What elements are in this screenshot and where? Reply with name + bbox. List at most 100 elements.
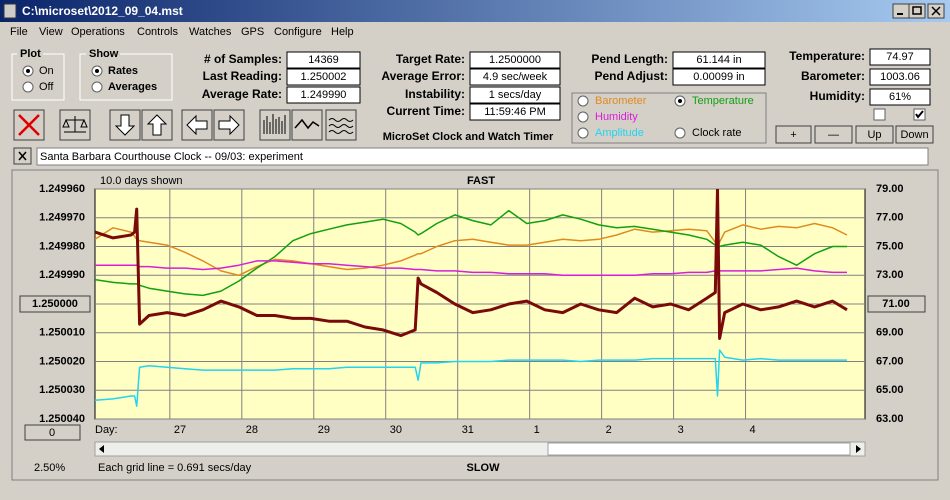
field-value: 0.00099 in	[693, 71, 744, 83]
field-box	[672, 68, 766, 86]
y-tick-label: 1.249970	[39, 212, 85, 224]
window-title: C:\microset\2012_09_04.mst	[22, 4, 183, 18]
x-tick-label: 31	[462, 424, 474, 436]
note-text: Santa Barbara Courthouse Clock -- 09/03:…	[40, 151, 303, 163]
y2-tick-box[interactable]	[867, 295, 926, 313]
button-label: Down	[900, 129, 928, 141]
menu-item[interactable]: View	[39, 26, 63, 38]
button-label: Up	[867, 129, 881, 141]
y2-tick-label: 65.00	[876, 384, 904, 396]
field-label: Last Reading:	[203, 69, 282, 83]
maximize[interactable]	[908, 3, 926, 19]
series-label: Temperature	[692, 95, 754, 107]
field-box	[286, 86, 361, 104]
menu-item[interactable]: Operations	[71, 26, 125, 38]
menu-item[interactable]: GPS	[241, 26, 264, 38]
series-line	[95, 189, 848, 340]
button[interactable]	[814, 125, 853, 144]
window-controls[interactable]	[892, 3, 945, 19]
field-label: Average Rate:	[202, 87, 282, 101]
field-box	[469, 103, 561, 121]
x-tick-label: 30	[390, 424, 402, 436]
x-tick-label: 1	[534, 424, 540, 436]
field-label: Pend Adjust:	[594, 69, 668, 83]
radio-label: On	[39, 65, 54, 77]
scroll-thumb[interactable]	[547, 442, 851, 456]
series-radio[interactable]	[577, 111, 589, 123]
field-value: 61.144 in	[696, 54, 741, 66]
button[interactable]	[895, 125, 934, 144]
field-box	[869, 68, 931, 86]
days-shown: 10.0 days shown	[100, 175, 183, 187]
offset-box[interactable]	[24, 424, 81, 441]
series-label: Barometer	[595, 95, 647, 107]
y2-tick-label: 71.00	[882, 298, 910, 310]
y-tick-label: 1.250030	[39, 384, 85, 396]
y-tick-box[interactable]	[19, 295, 91, 313]
plot-group	[11, 53, 65, 101]
day-label: Day:	[95, 424, 118, 436]
menu-item[interactable]: Configure	[274, 26, 322, 38]
series-selector	[571, 92, 767, 144]
button-label: +	[790, 129, 796, 141]
field-label: Barometer:	[801, 69, 865, 83]
field-label: Current Time:	[387, 104, 465, 118]
radio-dot	[95, 69, 99, 73]
radio[interactable]	[22, 81, 34, 93]
series-radio[interactable]	[674, 127, 686, 139]
field-box	[672, 51, 766, 69]
x-tick-label: 29	[318, 424, 330, 436]
series-lines	[95, 189, 848, 407]
minimize[interactable]	[892, 3, 910, 19]
field-value: 11:59:46 PM	[484, 106, 546, 118]
series-radio-dot	[678, 99, 682, 103]
field-value: 4.9 sec/week	[483, 71, 548, 83]
y2-tick-label: 75.00	[876, 240, 904, 252]
scale-note: 2.50%	[34, 462, 65, 474]
x-tick-label: 27	[174, 424, 186, 436]
button[interactable]	[775, 125, 812, 144]
menu-item[interactable]: Help	[331, 26, 354, 38]
series-label: Clock rate	[692, 127, 742, 139]
field-label: Humidity:	[810, 89, 865, 103]
y-tick-label: 1.250020	[39, 355, 85, 367]
y2-tick-label: 69.00	[876, 327, 904, 339]
series-radio[interactable]	[577, 95, 589, 107]
top-label: FAST	[467, 175, 495, 187]
field-value: 1.249990	[301, 89, 347, 101]
offset-value: 0	[49, 427, 55, 439]
menu-bar: File View Operations Controls Watches GPS Conf…	[10, 26, 354, 38]
y2-tick-label: 79.00	[876, 183, 904, 195]
menu-item[interactable]: File	[10, 26, 28, 38]
series-label: Humidity	[595, 111, 638, 123]
x-tick-label: 28	[246, 424, 258, 436]
y-tick-label: 1.250040	[39, 413, 85, 425]
menu-item[interactable]: Watches	[189, 26, 232, 38]
field-value: 1 secs/day	[489, 89, 542, 101]
y-tick-label: 1.250010	[39, 327, 85, 339]
button[interactable]	[855, 125, 894, 144]
field-box	[286, 68, 361, 86]
menu-item[interactable]: Controls	[137, 26, 178, 38]
checkbox[interactable]	[873, 108, 886, 121]
radio-label: Rates	[108, 65, 138, 77]
group-title: Plot	[20, 48, 41, 60]
note-field[interactable]	[36, 147, 929, 166]
radio[interactable]	[91, 81, 103, 93]
radio-label: Averages	[108, 81, 157, 93]
balance-button[interactable]	[59, 109, 91, 141]
field-label: Temperature:	[789, 49, 865, 63]
field-box	[869, 48, 931, 66]
group-title-bg	[86, 48, 120, 60]
check	[915, 110, 924, 119]
show-group	[79, 53, 173, 101]
field-value: 1003.06	[880, 71, 920, 83]
toolbar	[13, 109, 357, 141]
series-label: Amplitude	[595, 127, 644, 139]
series-radio[interactable]	[577, 127, 589, 139]
y2-tick-label: 77.00	[876, 212, 904, 224]
y2-tick-label: 63.00	[876, 413, 904, 425]
field-label: # of Samples:	[204, 52, 282, 66]
